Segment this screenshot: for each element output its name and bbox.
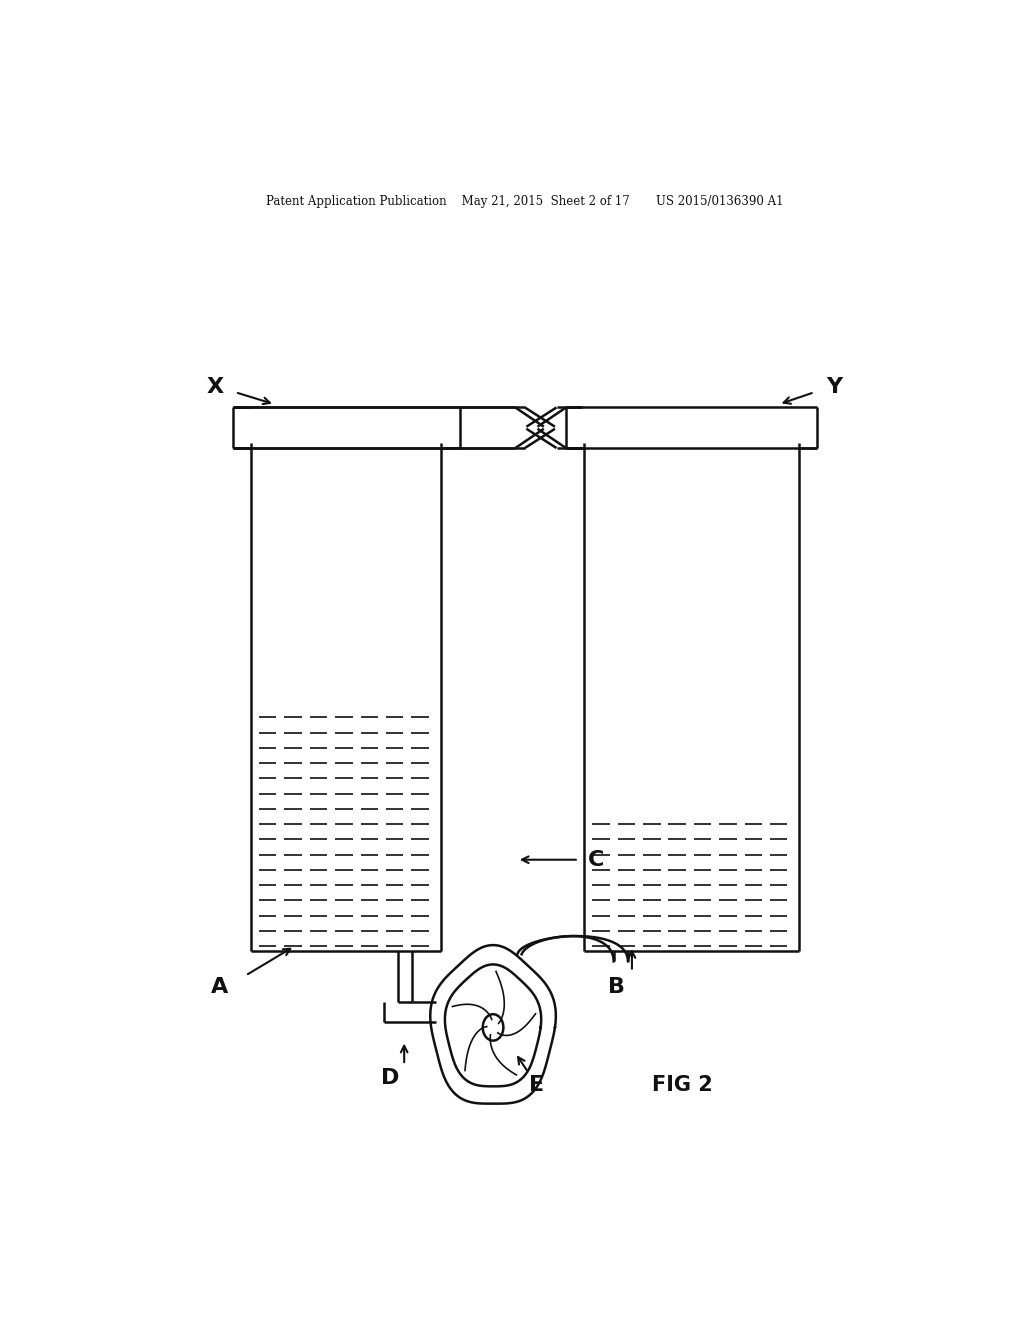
Text: B: B [607,977,625,997]
Text: Y: Y [826,378,843,397]
Text: A: A [211,977,228,997]
Text: E: E [529,1076,545,1096]
Text: C: C [588,850,604,870]
Text: D: D [381,1068,399,1088]
Text: Patent Application Publication    May 21, 2015  Sheet 2 of 17       US 2015/0136: Patent Application Publication May 21, 2… [266,194,783,207]
Text: FIG 2: FIG 2 [652,1076,713,1096]
Text: X: X [207,378,224,397]
